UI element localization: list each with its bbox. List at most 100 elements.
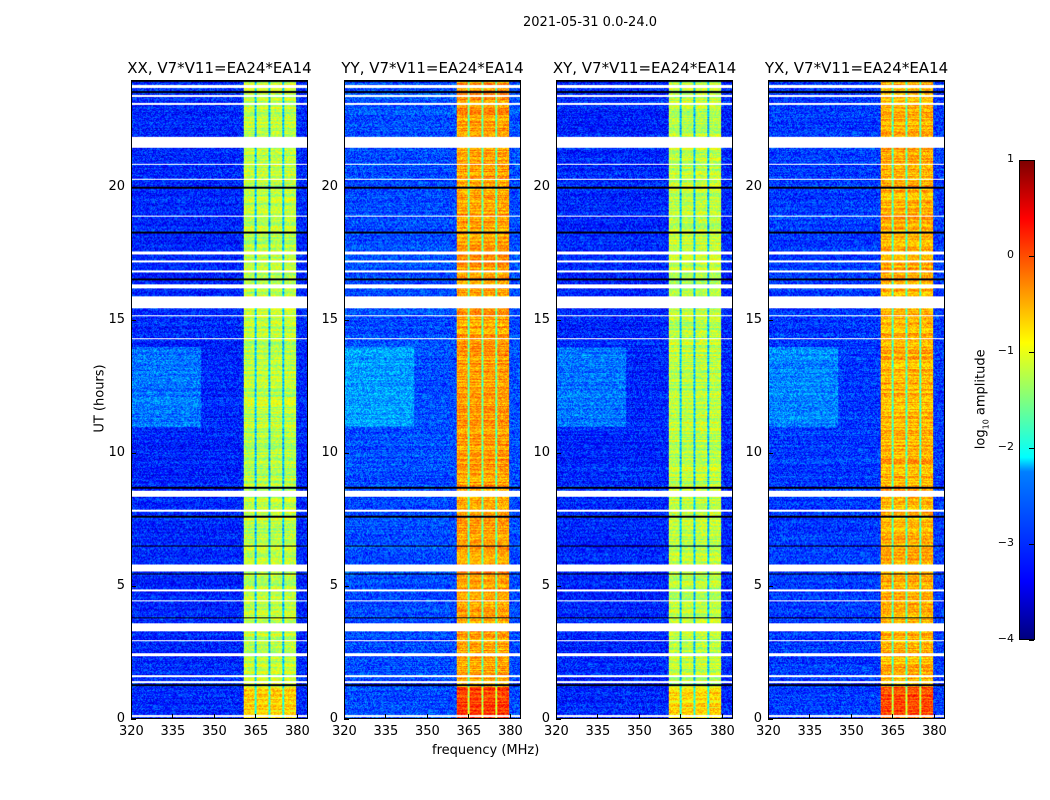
x-tick-label: 350 xyxy=(838,724,864,739)
x-tick-label: 335 xyxy=(160,724,186,739)
y-tick-label: 20 xyxy=(533,178,550,194)
y-tick-mark xyxy=(556,186,561,188)
x-tick-label: 335 xyxy=(373,724,399,739)
heatmap-panel xyxy=(344,80,521,719)
y-tick-mark xyxy=(344,319,349,321)
x-tick-mark xyxy=(768,714,769,719)
x-tick-mark xyxy=(509,714,511,719)
x-tick-label: 365 xyxy=(880,724,906,739)
colorbar-tick-mark xyxy=(1029,160,1034,161)
panel-title: YY, V7*V11=EA24*EA14 xyxy=(341,59,524,77)
x-tick-mark xyxy=(344,714,345,719)
x-tick-label: 350 xyxy=(201,724,227,739)
colorbar-tick-label: −2 xyxy=(997,440,1014,453)
x-tick-label: 350 xyxy=(626,724,652,739)
y-tick-mark xyxy=(131,319,136,321)
y-tick-mark xyxy=(131,186,136,188)
y-tick-label: 10 xyxy=(108,444,125,460)
y-tick-label: 15 xyxy=(533,311,550,327)
x-tick-mark xyxy=(809,714,811,719)
heatmap-canvas xyxy=(557,81,732,718)
x-tick-label: 320 xyxy=(119,724,144,739)
y-axis-label: UT (hours) xyxy=(92,364,108,433)
y-tick-label: 15 xyxy=(745,311,762,327)
colorbar-tick-label: −1 xyxy=(997,344,1014,357)
y-tick-label: 15 xyxy=(108,311,125,327)
colorbar xyxy=(1019,160,1035,640)
x-tick-mark xyxy=(597,714,599,719)
y-tick-label: 20 xyxy=(321,178,338,194)
y-tick-label: 5 xyxy=(116,577,125,593)
x-tick-mark xyxy=(385,714,387,719)
x-tick-mark xyxy=(850,714,852,719)
y-tick-label: 15 xyxy=(321,311,338,327)
colorbar-label-log: log xyxy=(973,429,989,450)
x-tick-mark xyxy=(255,714,257,719)
y-tick-label: 5 xyxy=(329,577,338,593)
heatmap-panel xyxy=(556,80,733,719)
colorbar-label-rest: amplitude xyxy=(973,349,989,420)
y-tick-label: 20 xyxy=(108,178,125,194)
y-tick-mark xyxy=(131,719,136,720)
x-tick-mark xyxy=(426,714,428,719)
y-tick-label: 10 xyxy=(533,444,550,460)
x-axis-label: frequency (MHz) xyxy=(432,743,540,758)
y-tick-mark xyxy=(556,719,561,720)
colorbar-tick-label: 1 xyxy=(1007,152,1014,165)
x-tick-mark xyxy=(638,714,640,719)
colorbar-tick-mark xyxy=(1029,448,1034,449)
x-tick-label: 365 xyxy=(243,724,269,739)
panel-title: YX, V7*V11=EA24*EA14 xyxy=(764,59,949,77)
y-tick-mark xyxy=(556,319,561,321)
x-tick-label: 320 xyxy=(332,724,357,739)
x-tick-mark xyxy=(892,714,894,719)
y-tick-label: 20 xyxy=(745,178,762,194)
heatmap-canvas xyxy=(769,81,944,718)
x-tick-label: 350 xyxy=(414,724,440,739)
y-tick-mark xyxy=(556,452,561,454)
heatmap-panel xyxy=(131,80,308,719)
x-tick-mark xyxy=(468,714,470,719)
y-tick-mark xyxy=(131,585,136,587)
heatmap-panel xyxy=(768,80,945,719)
x-tick-mark xyxy=(296,714,298,719)
y-tick-label: 0 xyxy=(116,711,125,726)
y-tick-mark xyxy=(131,452,136,454)
x-tick-label: 335 xyxy=(797,724,823,739)
y-tick-mark xyxy=(768,186,773,188)
x-tick-mark xyxy=(213,714,215,719)
x-tick-label: 365 xyxy=(668,724,694,739)
y-tick-mark xyxy=(768,452,773,454)
colorbar-tick-mark xyxy=(1029,256,1034,257)
figure-title: 2021-05-31 0.0-24.0 xyxy=(523,15,657,30)
x-tick-label: 380 xyxy=(921,724,947,739)
y-tick-label: 0 xyxy=(753,711,762,726)
colorbar-tick-mark xyxy=(1029,544,1034,545)
y-tick-label: 0 xyxy=(329,711,338,726)
y-tick-mark xyxy=(556,585,561,587)
colorbar-label-sub: 10 xyxy=(981,419,991,430)
y-tick-mark xyxy=(344,585,349,587)
panel-title: XY, V7*V11=EA24*EA14 xyxy=(552,59,737,77)
y-tick-mark xyxy=(768,719,773,720)
y-tick-mark xyxy=(344,452,349,454)
colorbar-tick-label: −3 xyxy=(997,536,1014,549)
x-tick-label: 380 xyxy=(709,724,735,739)
x-tick-mark xyxy=(131,714,132,719)
y-tick-mark xyxy=(344,719,349,720)
y-tick-label: 0 xyxy=(541,711,550,726)
x-tick-mark xyxy=(172,714,174,719)
colorbar-tick-mark xyxy=(1029,352,1034,353)
y-tick-mark xyxy=(768,319,773,321)
y-tick-mark xyxy=(344,186,349,188)
heatmap-canvas xyxy=(345,81,520,718)
x-tick-label: 380 xyxy=(497,724,523,739)
x-tick-label: 320 xyxy=(756,724,781,739)
x-tick-mark xyxy=(721,714,723,719)
x-tick-mark xyxy=(933,714,935,719)
x-tick-mark xyxy=(680,714,682,719)
colorbar-tick-label: −4 xyxy=(997,632,1014,645)
x-tick-label: 320 xyxy=(544,724,569,739)
panel-title: XX, V7*V11=EA24*EA14 xyxy=(127,59,312,77)
